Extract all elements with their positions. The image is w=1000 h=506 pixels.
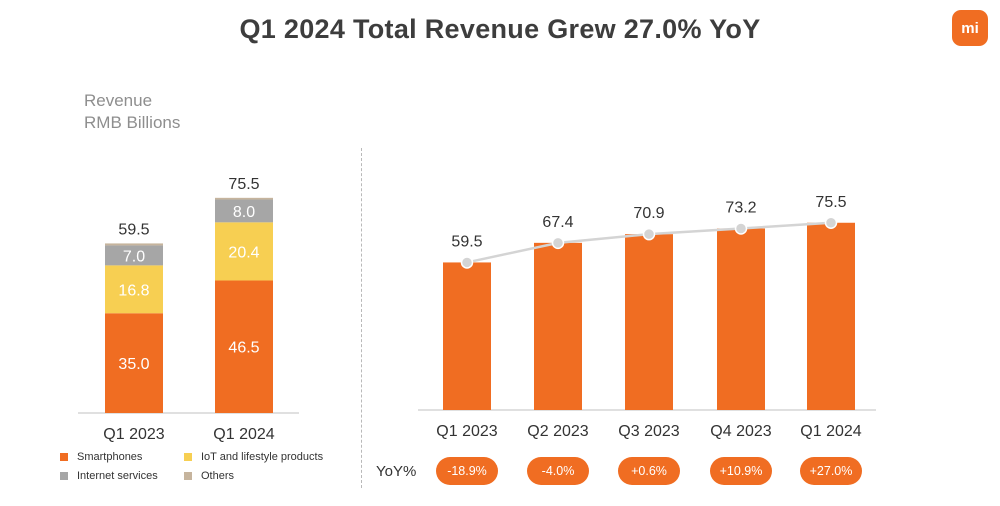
trend-point-q4-2023 [734, 222, 748, 235]
x-tick-label-q1-2023: Q1 2023 [436, 423, 497, 440]
legend-smartphones: Smartphones [60, 451, 142, 463]
bar-segment-internet-services-q1-2023 [105, 245, 163, 266]
bar-segment-smartphones-q1-2024 [215, 280, 273, 413]
legend-swatch-internet [60, 472, 68, 480]
total-label-q1-2024: 75.5 [228, 176, 259, 193]
total-label-q1-2023: 59.5 [118, 221, 149, 238]
value-label-q4-2023: 73.2 [725, 199, 756, 216]
page-title: Q1 2024 Total Revenue Grew 27.0% YoY [239, 14, 761, 44]
yoy-label: YoY% [376, 463, 417, 480]
x-tick-label-q3-2023: Q3 2023 [618, 423, 679, 440]
data-label-smartphones-q1-2023: 35.0 [118, 356, 149, 373]
legend-others: Others [184, 470, 234, 482]
data-label-internet-services-q1-2024: 8.0 [233, 204, 255, 221]
yoy-pill-q3-2023: +0.6% [618, 457, 680, 485]
legend-swatch-smartphones [60, 453, 68, 461]
x-tick-label-q2-2023: Q2 2023 [527, 423, 588, 440]
data-label-smartphones-q1-2024: 46.5 [228, 340, 259, 357]
legend-iot: IoT and lifestyle products [184, 451, 323, 463]
yoy-pill-q2-2023: -4.0% [527, 457, 589, 485]
value-label-q2-2023: 67.4 [542, 214, 573, 231]
x-tick-label-q1-2024: Q1 2024 [800, 423, 861, 440]
legend-label-internet: Internet services [77, 470, 158, 482]
legend-label-smartphones: Smartphones [77, 451, 143, 463]
data-label-iot-and-lifestyle-products-q1-2023: 16.8 [118, 282, 149, 299]
x-tick-label-q1-2023: Q1 2023 [103, 426, 164, 443]
bar-segment-iot-and-lifestyle-products-q1-2023 [105, 265, 163, 314]
yoy-pill-q1-2024: +27.0% [800, 457, 862, 485]
bar-segment-iot-and-lifestyle-products-q1-2024 [215, 222, 273, 281]
bar-segment-others-q1-2023 [105, 243, 163, 246]
trend-point-q1-2023 [460, 256, 474, 269]
value-label-q3-2023: 70.9 [633, 205, 664, 222]
yoy-pill-q4-2023: +10.9% [710, 457, 772, 485]
unit-label: Revenue RMB Billions [84, 90, 180, 134]
value-label-q1-2023: 59.5 [451, 233, 482, 250]
bar-q1-2024 [807, 222, 855, 410]
bar-q3-2023 [625, 234, 673, 410]
trend-point-q1-2024 [824, 216, 838, 230]
trend-point-q2-2023 [551, 236, 565, 250]
data-label-internet-services-q1-2023: 7.0 [123, 248, 145, 265]
bar-q2-2023 [534, 242, 582, 410]
bar-segment-internet-services-q1-2024 [215, 199, 273, 223]
legend-internet: Internet services [60, 470, 158, 482]
bar-q4-2023 [717, 228, 765, 410]
unit-line-rmb: RMB Billions [84, 113, 181, 132]
unit-line-revenue: Revenue [84, 91, 153, 110]
xiaomi-logo: mi [952, 10, 988, 46]
value-label-q1-2024: 75.5 [815, 194, 846, 211]
legend-label-iot: IoT and lifestyle products [201, 451, 324, 463]
chart-divider [361, 148, 362, 488]
bar-segment-others-q1-2024 [215, 197, 273, 200]
data-label-iot-and-lifestyle-products-q1-2024: 20.4 [228, 244, 259, 261]
x-tick-label-q1-2024: Q1 2024 [213, 426, 274, 443]
legend-label-others: Others [201, 470, 235, 482]
bar-q1-2023 [443, 262, 491, 410]
legend-swatch-others [184, 472, 192, 480]
yoy-pill-q1-2023: -18.9% [436, 457, 498, 485]
trend-point-q3-2023 [642, 227, 656, 241]
legend-swatch-iot [184, 453, 192, 461]
bar-segment-smartphones-q1-2023 [105, 313, 163, 413]
x-tick-label-q4-2023: Q4 2023 [710, 423, 771, 440]
